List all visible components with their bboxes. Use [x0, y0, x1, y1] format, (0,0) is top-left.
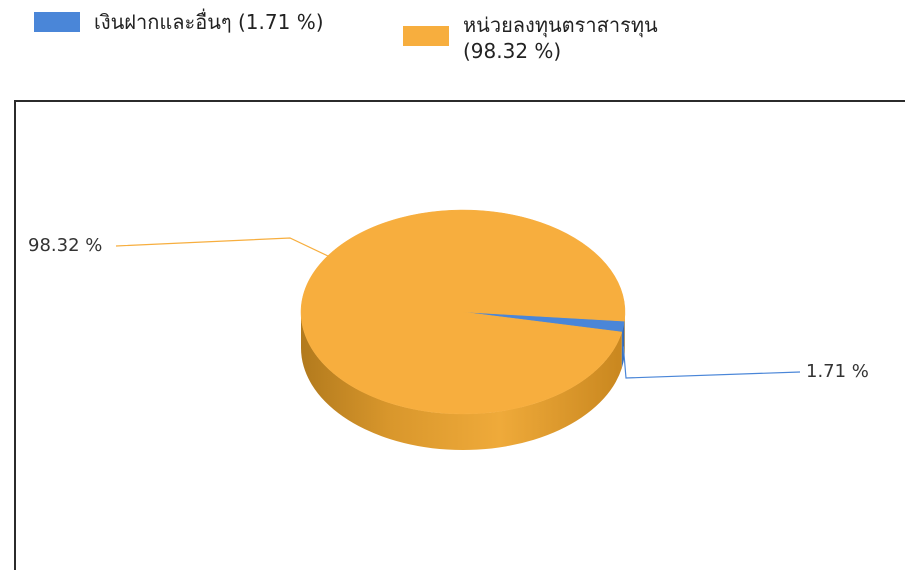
legend-item-deposits: เงินฝากและอื่นๆ (1.71 %): [34, 10, 324, 34]
data-label-equity-units: 98.32 %: [28, 235, 102, 256]
pie-side-equity-units: [301, 312, 622, 450]
legend-label-deposits: เงินฝากและอื่นๆ (1.71 %): [94, 10, 324, 34]
pie-chart: 1.71 % 98.32 %: [28, 209, 869, 450]
data-label-deposits: 1.71 %: [806, 361, 869, 382]
pie-side-equity-units: [624, 312, 625, 358]
leader-line-deposits: [622, 346, 801, 379]
legend-swatch-equity-units: [403, 26, 449, 46]
legend-swatch-deposits: [34, 12, 80, 32]
legend-label-equity-units: หน่วยลงทุนตราสารทุน (98.32 %): [463, 13, 658, 63]
pie-slice-equity-units: [300, 209, 626, 415]
legend-item-equity-units: หน่วยลงทุนตราสารทุน (98.32 %): [403, 12, 713, 64]
plot-area-frame: [14, 100, 905, 570]
leader-line-equity-units: [115, 237, 329, 257]
